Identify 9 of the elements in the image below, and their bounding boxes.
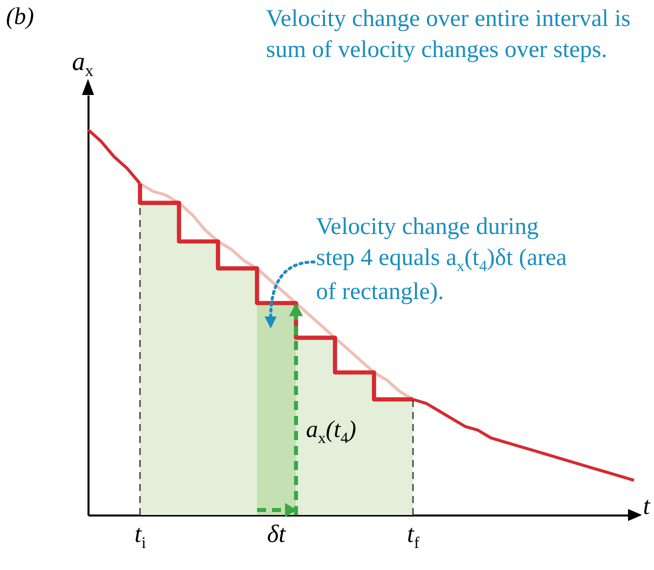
text: Velocity change during step 4 equals a$_{x}$(t$_{4}$)δt (area of rectangle). — [316, 214, 567, 306]
x-tick-label: t$_{f}$ — [407, 521, 420, 553]
text: (b) — [6, 4, 34, 31]
y-axis-title: a$_{x}$ — [72, 47, 94, 82]
x-axis-title: t — [643, 493, 650, 521]
chart-title: Velocity change over entire interval is sum of velocity changes over steps. — [266, 5, 632, 66]
annotation: a$_{x}$(t$_{4}$) — [306, 417, 356, 448]
x-tick-label: t$_{i}$ — [134, 521, 146, 553]
text: δt — [267, 521, 286, 549]
